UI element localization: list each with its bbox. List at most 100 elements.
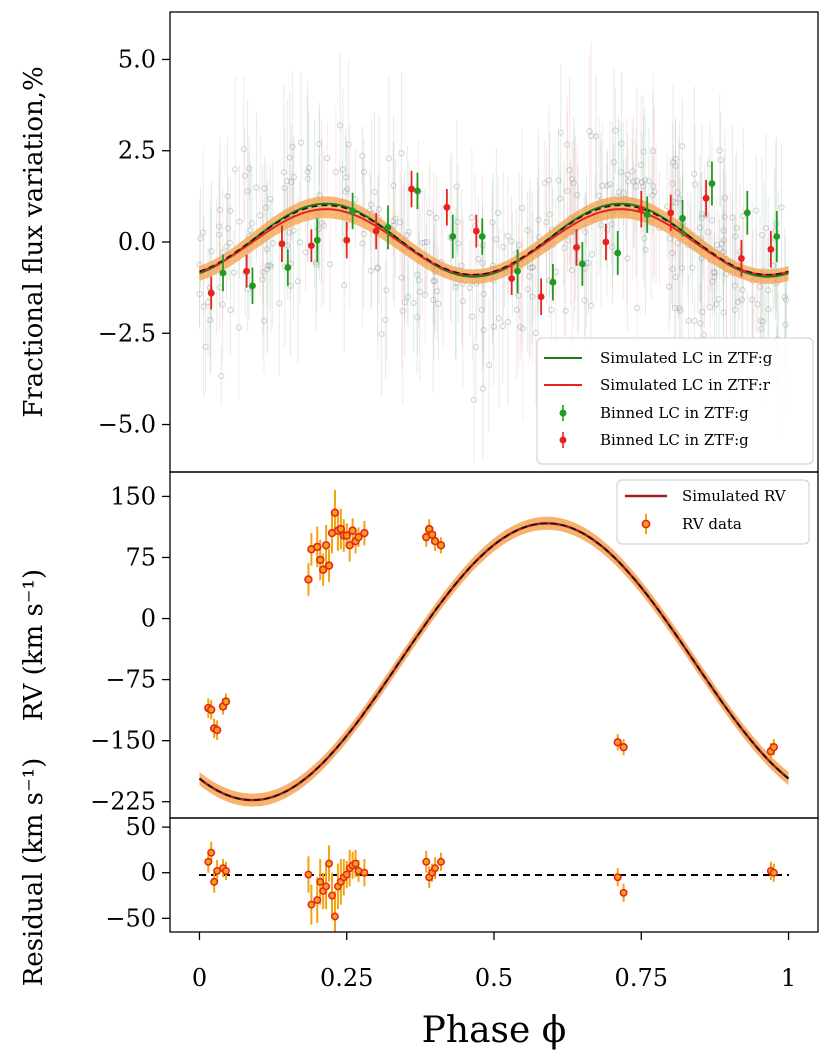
rv-point — [324, 561, 334, 570]
binned-point-r — [443, 203, 451, 211]
raw-point — [721, 194, 729, 201]
res-y-tick-label: 50 — [125, 813, 156, 841]
res-y-tick-label: −50 — [105, 904, 156, 932]
raw-point — [651, 188, 658, 195]
raw-point — [608, 221, 615, 228]
raw-point — [480, 290, 487, 297]
light-curve-ylabel: Fractional flux variation,% — [19, 66, 49, 417]
raw-point — [218, 372, 225, 380]
raw-point — [645, 178, 652, 185]
raw-point — [490, 323, 497, 330]
raw-point — [267, 195, 274, 203]
raw-point — [708, 217, 716, 224]
rv-ylabel: RV (km s⁻¹) — [19, 569, 49, 721]
binned-point-g — [349, 207, 357, 215]
raw-point — [475, 255, 482, 263]
raw-point — [532, 330, 539, 337]
model-curve-median — [199, 204, 789, 276]
raw-point — [247, 226, 254, 234]
binned-point-g — [708, 180, 716, 187]
binned-point-g — [284, 264, 292, 271]
raw-point — [459, 298, 467, 305]
raw-point — [610, 159, 617, 166]
raw-point — [396, 219, 404, 226]
raw-point — [304, 175, 311, 182]
raw-point — [566, 166, 573, 174]
residual-frame — [169, 817, 819, 933]
raw-point — [609, 243, 616, 250]
raw-point — [453, 183, 460, 190]
raw-point — [286, 229, 293, 236]
raw-point — [513, 306, 520, 313]
raw-point — [720, 227, 727, 234]
binned-point-r — [307, 242, 315, 250]
raw-point — [281, 184, 288, 192]
raw-point — [691, 170, 698, 177]
raw-point — [570, 179, 577, 187]
raw-point — [405, 228, 412, 235]
binned-point-r — [508, 275, 516, 282]
raw-point — [342, 188, 349, 195]
raw-point — [555, 177, 562, 184]
raw-point — [276, 300, 283, 307]
rv-point — [313, 542, 322, 552]
raw-point — [632, 183, 640, 190]
raw-point — [202, 343, 209, 350]
raw-point — [383, 287, 390, 294]
raw-point — [759, 318, 767, 325]
raw-point — [699, 308, 706, 315]
raw-point — [599, 182, 606, 189]
lc-y-tick-label: −2.5 — [98, 319, 156, 347]
raw-point — [679, 143, 686, 150]
raw-point — [517, 323, 524, 330]
raw-point — [642, 246, 649, 253]
binned-point-r — [343, 236, 351, 244]
raw-point — [208, 248, 215, 255]
raw-point — [564, 237, 571, 244]
raw-point — [618, 169, 625, 176]
raw-point — [720, 237, 727, 244]
raw-point — [778, 204, 785, 211]
binned-point-g — [478, 233, 486, 240]
raw-point — [717, 157, 724, 164]
binned-point-g — [549, 278, 557, 286]
raw-point — [324, 155, 331, 162]
raw-point — [564, 188, 571, 195]
raw-point — [313, 261, 320, 268]
residual-point — [613, 873, 622, 882]
raw-point — [516, 242, 523, 249]
raw-point — [430, 278, 437, 285]
raw-point — [548, 306, 555, 313]
raw-point — [529, 264, 536, 271]
raw-point — [337, 122, 344, 129]
raw-point — [615, 188, 623, 195]
raw-point — [431, 277, 438, 285]
residual-data-points — [204, 841, 778, 932]
raw-point — [495, 315, 503, 322]
raw-point — [592, 133, 600, 140]
raw-point — [196, 261, 203, 268]
raw-point — [718, 240, 726, 247]
raw-point — [263, 245, 271, 253]
rv-point — [304, 575, 313, 584]
raw-point — [344, 186, 351, 193]
raw-point — [401, 299, 408, 306]
raw-point — [674, 189, 681, 196]
raw-point — [711, 273, 718, 280]
raw-point — [630, 178, 637, 185]
light-curve-panel: 5.0 2.5 0.0 −2.5 −5.0 Fractional flux variat… — [19, 11, 819, 473]
raw-point — [224, 193, 231, 200]
raw-point — [343, 174, 350, 181]
raw-point — [259, 276, 266, 283]
raw-point — [669, 249, 676, 256]
rv-point — [360, 528, 369, 538]
raw-point — [758, 231, 766, 239]
raw-point — [288, 178, 295, 185]
raw-point — [709, 278, 716, 285]
binned-point-g — [384, 223, 392, 231]
legend-symbol-rv-data — [641, 519, 651, 529]
raw-point — [499, 323, 506, 330]
raw-point — [535, 216, 542, 224]
raw-point — [633, 177, 641, 184]
raw-point — [495, 209, 502, 216]
